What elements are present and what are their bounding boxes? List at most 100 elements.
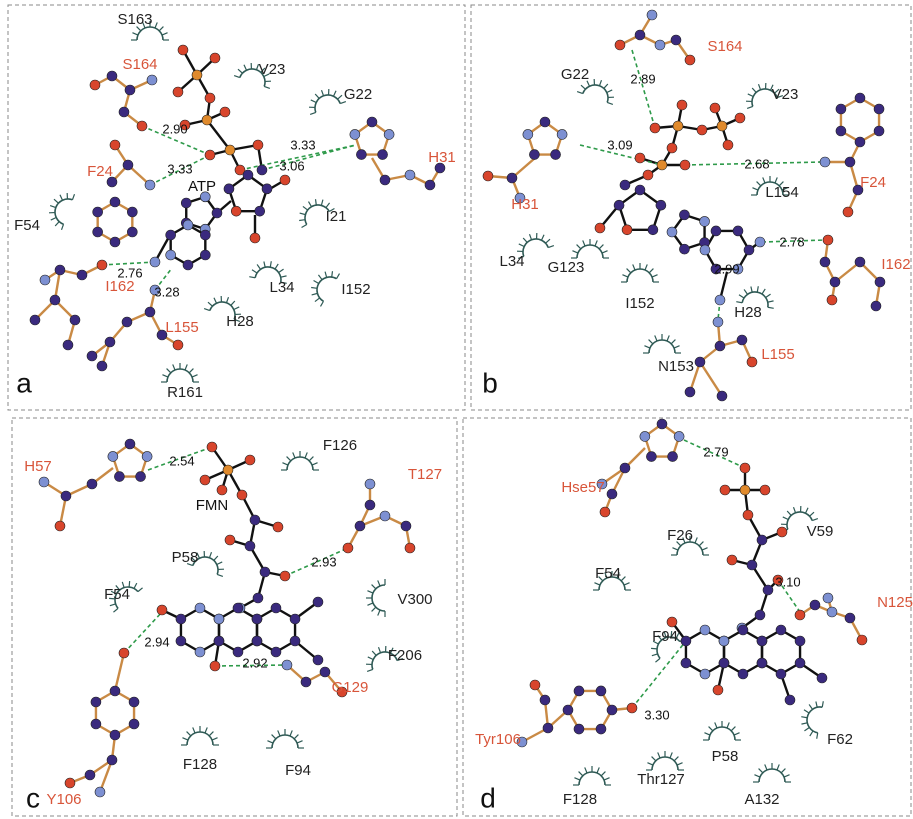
atom	[667, 143, 677, 153]
distance-label: 3.06	[279, 158, 304, 173]
atom	[733, 226, 743, 236]
atom	[176, 636, 186, 646]
contact-spoke	[672, 548, 678, 550]
contact-spoke	[759, 769, 763, 773]
atom	[755, 610, 765, 620]
atom	[90, 80, 100, 90]
residue-label: S163	[117, 11, 152, 28]
atom	[150, 257, 160, 267]
contact-spoke	[736, 302, 742, 303]
atom	[596, 686, 606, 696]
atom	[795, 636, 805, 646]
contact-spoke	[651, 646, 657, 652]
atom	[210, 661, 220, 671]
atom	[173, 340, 183, 350]
atom	[210, 53, 220, 63]
residue-label: R161	[167, 384, 203, 401]
contact-spoke	[822, 701, 823, 707]
contact-spoke	[315, 93, 319, 99]
contact-spoke	[595, 240, 597, 246]
contact-spoke	[182, 738, 188, 740]
contact-spoke	[256, 264, 261, 269]
contact-spoke	[270, 261, 271, 267]
atom	[70, 315, 80, 325]
contact-spoke	[762, 289, 765, 295]
atom	[183, 260, 193, 270]
atom	[405, 170, 415, 180]
atom	[214, 636, 224, 646]
atom	[845, 613, 855, 623]
contact-spoke	[677, 763, 683, 765]
atom	[224, 184, 234, 194]
atom	[280, 571, 290, 581]
atom	[640, 431, 650, 441]
atom	[257, 165, 267, 175]
contact-spoke	[162, 33, 168, 35]
atom	[200, 250, 210, 260]
atom	[253, 140, 263, 150]
contact-spoke	[766, 293, 771, 298]
residue-label: I21	[326, 208, 347, 225]
distance-label: 3.33	[167, 161, 192, 176]
atom	[93, 227, 103, 237]
contact-spoke	[312, 463, 318, 465]
contact-spoke	[231, 300, 235, 306]
contact-spoke	[801, 717, 807, 718]
contact-spoke	[249, 277, 255, 278]
atom	[635, 30, 645, 40]
atom	[87, 351, 97, 361]
atom	[127, 227, 137, 237]
atom	[110, 686, 120, 696]
atom	[119, 107, 129, 117]
atom	[343, 543, 353, 553]
hydrophobic-contact	[366, 579, 385, 617]
atom	[262, 184, 272, 194]
residue-label: F62	[827, 731, 853, 748]
figure: S163S164V23G22H31F24ATPF54I21L34I152H28I…	[0, 0, 913, 819]
hbond-residue-label: F24	[860, 174, 886, 191]
residue-label: A132	[744, 791, 779, 808]
distance-label: 2.93	[311, 554, 336, 569]
contact-spoke	[219, 296, 223, 302]
contact-spoke	[378, 610, 380, 616]
contact-spoke	[775, 177, 777, 183]
hbond-residue-label: H31	[428, 149, 456, 166]
contact-spoke	[252, 270, 258, 273]
atom	[271, 647, 281, 657]
contact-spoke	[55, 221, 59, 227]
contact-spoke	[337, 95, 343, 99]
contact-spoke	[812, 519, 818, 521]
contact-spoke	[809, 512, 815, 516]
contact-spoke	[535, 233, 539, 239]
atom	[157, 605, 167, 615]
atom	[735, 113, 745, 123]
contact-spoke	[167, 369, 171, 373]
contact-spoke	[768, 307, 774, 308]
atom	[743, 510, 753, 520]
atom	[823, 235, 833, 245]
contact-spoke	[379, 647, 381, 653]
atoms	[30, 10, 885, 797]
contact-spoke	[781, 522, 787, 526]
atom	[401, 521, 411, 531]
contact-spoke	[674, 346, 680, 348]
atom	[176, 614, 186, 624]
contact-spoke	[192, 375, 198, 377]
contact-spoke	[577, 92, 583, 94]
atom	[700, 669, 710, 679]
panel-letter: a	[16, 367, 32, 398]
atom	[776, 625, 786, 635]
contact-spoke	[572, 251, 578, 253]
contact-spoke	[138, 588, 143, 592]
contact-arc	[649, 340, 675, 353]
residue-label: G22	[561, 66, 589, 83]
contact-spoke	[622, 275, 628, 277]
atom	[747, 357, 757, 367]
atom	[195, 647, 205, 657]
contact-spoke	[579, 772, 583, 776]
atom	[777, 527, 787, 537]
atom	[620, 463, 630, 473]
contact-spoke	[658, 752, 660, 758]
atom	[260, 567, 270, 577]
atom	[719, 636, 729, 646]
